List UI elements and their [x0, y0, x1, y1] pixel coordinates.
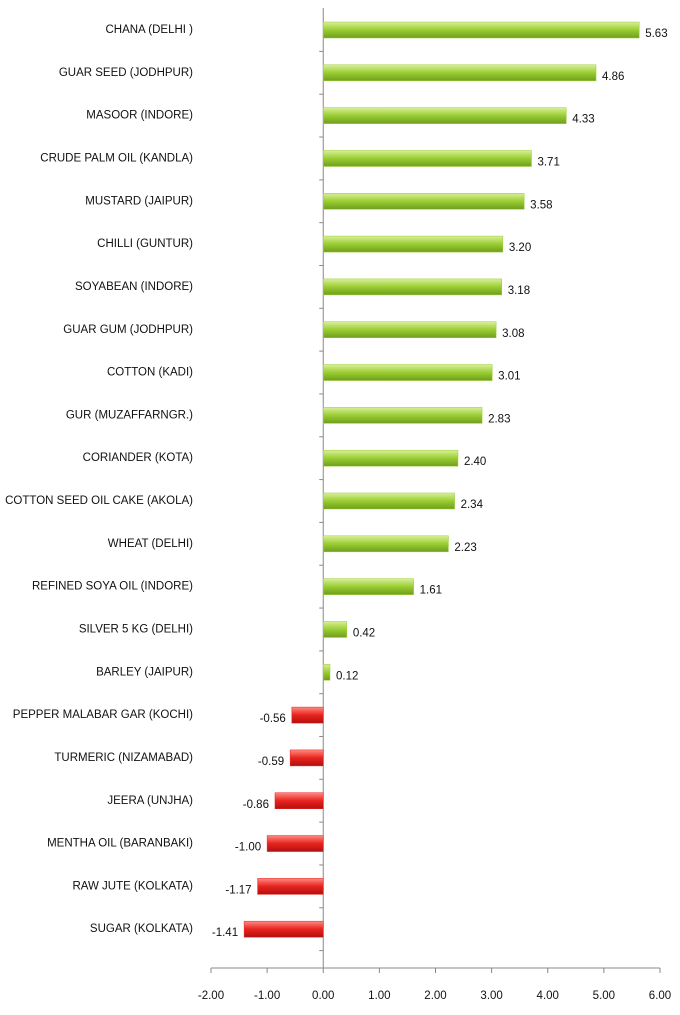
value-label: 3.71	[537, 156, 559, 168]
x-tick-label: 4.00	[537, 990, 559, 1002]
bar	[323, 150, 532, 167]
value-label: 4.33	[572, 114, 594, 126]
category-label: SOYABEAN (INDORE)	[75, 281, 193, 293]
category-label: GUAR GUM (JODHPUR)	[63, 324, 193, 336]
value-label: 4.86	[602, 71, 624, 83]
x-tick-label: -2.00	[198, 990, 224, 1002]
bar	[323, 407, 483, 424]
bar	[323, 64, 597, 82]
category-label: WHEAT (DELHI)	[108, 538, 193, 550]
category-label: MASOOR (INDORE)	[86, 110, 193, 122]
category-label: MUSTARD (JAIPUR)	[85, 195, 193, 207]
category-label: BARLEY (JAIPUR)	[96, 666, 193, 678]
x-tick-label: 0.00	[312, 990, 334, 1002]
bar	[274, 792, 324, 809]
bar	[323, 535, 449, 553]
bar	[323, 107, 567, 124]
bar	[291, 706, 324, 724]
category-label: CRUDE PALM OIL (KANDLA)	[40, 152, 193, 164]
bar	[323, 664, 331, 681]
value-label: -1.17	[225, 884, 251, 896]
category-label: GUR (MUZAFFARNGR.)	[66, 409, 193, 421]
value-label: 3.58	[530, 199, 552, 211]
bar	[323, 278, 502, 296]
value-label: 1.61	[420, 585, 442, 597]
value-label: 3.01	[498, 371, 520, 383]
bar	[323, 235, 504, 253]
bar	[323, 449, 459, 467]
category-label: CHILLI (GUNTUR)	[97, 238, 193, 250]
value-label: 2.83	[488, 413, 510, 425]
value-label: -1.41	[212, 927, 238, 939]
value-label: 0.12	[336, 670, 358, 682]
category-label: COTTON (KADI)	[107, 367, 193, 379]
bar	[266, 835, 324, 852]
bar	[323, 193, 525, 210]
category-label: REFINED SOYA OIL (INDORE)	[32, 581, 193, 593]
category-label: CORIANDER (KOTA)	[83, 452, 193, 464]
x-tick-label: 2.00	[424, 990, 446, 1002]
category-label: PEPPER MALABAR GAR (KOCHI)	[13, 709, 193, 721]
x-tick-label: 1.00	[368, 990, 390, 1002]
value-label: 3.08	[502, 328, 524, 340]
category-label: RAW JUTE (KOLKATA)	[72, 880, 193, 892]
category-label: GUAR SEED (JODHPUR)	[59, 67, 193, 79]
category-label: MENTHA OIL (BARANBAKI)	[47, 838, 193, 850]
bar	[323, 621, 348, 638]
value-label: -0.56	[260, 713, 286, 725]
bar	[323, 578, 414, 595]
value-label: 0.42	[353, 627, 375, 639]
bar	[323, 364, 493, 381]
value-label: 5.63	[645, 28, 667, 40]
value-label: -1.00	[235, 842, 261, 854]
bar	[243, 920, 324, 938]
category-label: COTTON SEED OIL CAKE (AKOLA)	[5, 495, 193, 507]
bar	[289, 749, 324, 767]
value-label: 3.20	[509, 242, 531, 254]
x-tick-label: 5.00	[593, 990, 615, 1002]
value-label: 3.18	[508, 285, 530, 297]
value-label: -0.86	[243, 799, 269, 811]
category-label: SUGAR (KOLKATA)	[90, 923, 193, 935]
category-label: SILVER 5 KG (DELHI)	[79, 623, 193, 635]
category-label: CHANA (DELHI )	[105, 24, 193, 36]
x-tick-label: 6.00	[649, 990, 671, 1002]
bar	[323, 321, 497, 338]
x-tick-label: -1.00	[254, 990, 280, 1002]
bar	[257, 878, 324, 895]
bar	[323, 21, 640, 39]
bar	[323, 492, 455, 510]
category-label: JEERA (UNJHA)	[107, 795, 193, 807]
value-label: 2.34	[461, 499, 484, 511]
value-label: 2.23	[454, 542, 476, 554]
value-label: 2.40	[464, 456, 486, 468]
x-tick-label: 3.00	[480, 990, 502, 1002]
value-label: -0.59	[258, 756, 284, 768]
category-label: TURMERIC (NIZAMABAD)	[54, 752, 193, 764]
